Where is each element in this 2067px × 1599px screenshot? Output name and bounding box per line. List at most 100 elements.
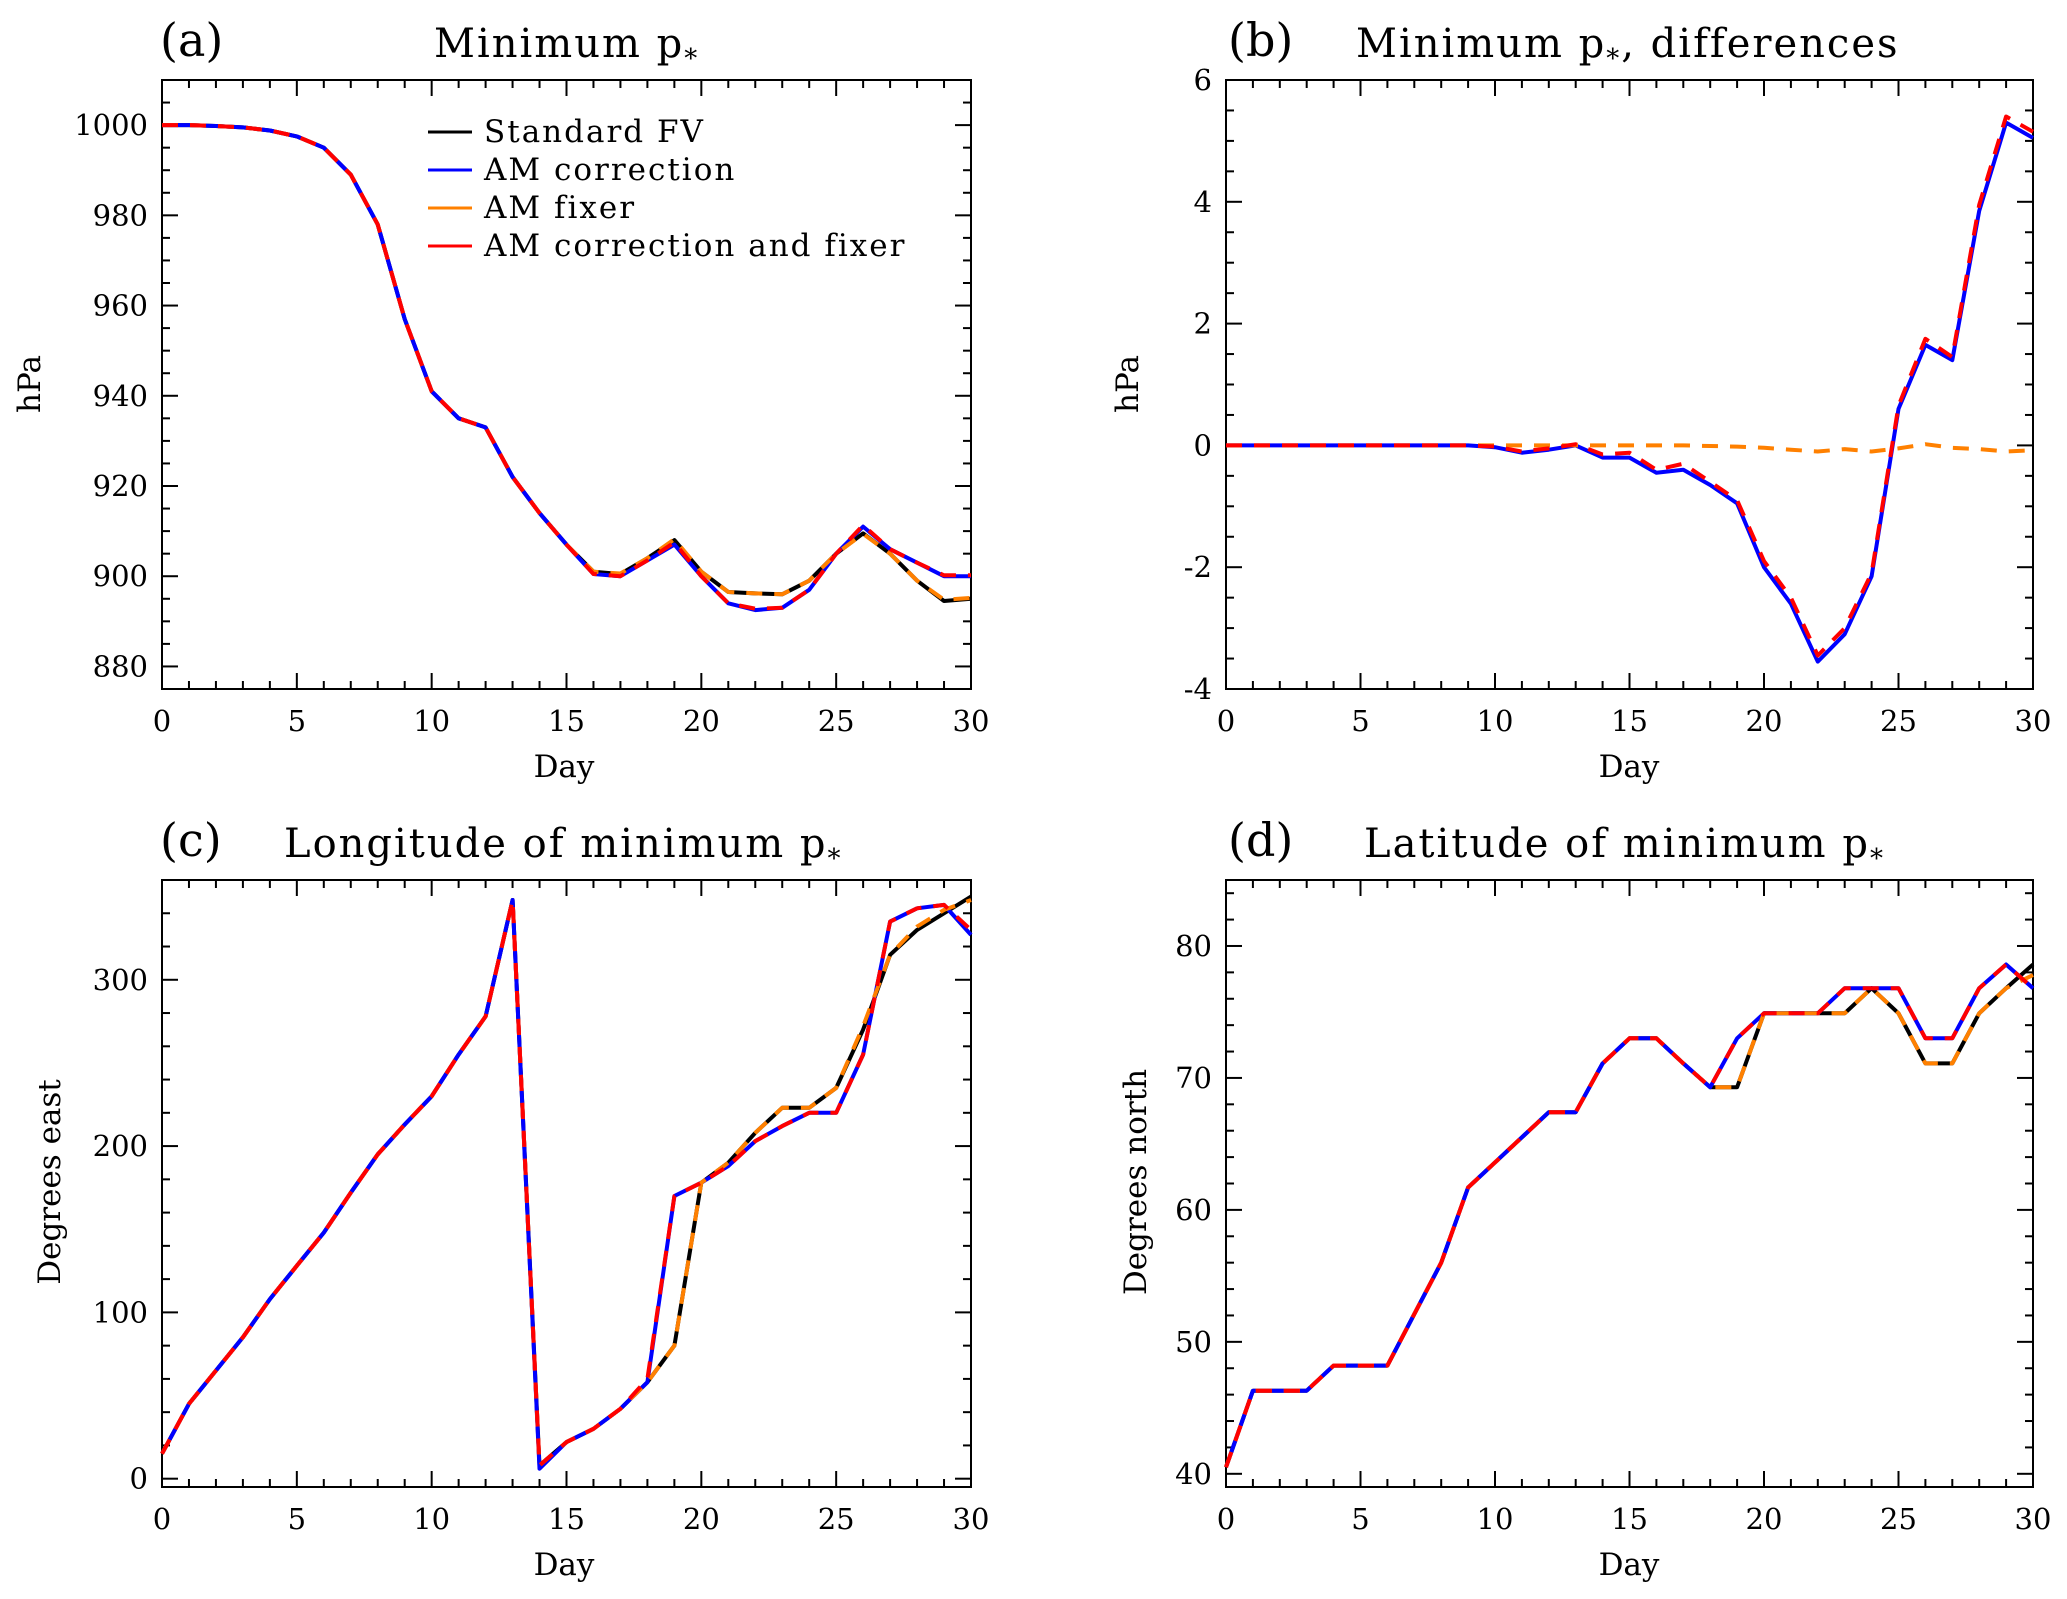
panel-c: (c) Longitude of minimum p* 0 5 10 15 20 25 30… xyxy=(32,813,989,1583)
x-tick-label: 20 xyxy=(683,704,720,738)
panel-b: (b) Minimum p*, differences 0 5 10 15 20 25 30… xyxy=(1110,13,2051,785)
y-tick-label: 0 xyxy=(130,1462,148,1496)
y-axis-label: hPa xyxy=(1110,355,1146,413)
y-axis-label: Degrees north xyxy=(1118,1069,1154,1295)
tick-marks xyxy=(1225,79,2034,690)
y-tick-label: 4 xyxy=(1194,185,1212,219)
x-tick-label: 10 xyxy=(413,1502,450,1536)
x-tick-label: 5 xyxy=(1351,704,1369,738)
x-tick-label: 5 xyxy=(1351,1502,1369,1536)
x-axis-label: Day xyxy=(1599,1547,1660,1583)
tick-labels: 0 5 10 15 20 25 30 880 900 920 940 960 980 1000 xyxy=(74,108,989,738)
series-line-am-correction xyxy=(160,898,973,1471)
x-tick-label: 0 xyxy=(1217,704,1235,738)
x-tick-label: 15 xyxy=(548,704,585,738)
x-tick-label: 0 xyxy=(1217,1502,1235,1536)
y-tick-label: 40 xyxy=(1175,1457,1212,1491)
y-tick-label: 1000 xyxy=(74,108,148,142)
y-axis-label: Degrees east xyxy=(32,1079,68,1285)
x-tick-label: 5 xyxy=(288,1502,306,1536)
series-line-am-correction-and-fixer xyxy=(1226,114,2034,658)
x-tick-label: 10 xyxy=(1477,704,1514,738)
series-line-am-correction xyxy=(1226,120,2034,664)
chart-title: Longitude of minimum p* xyxy=(284,821,842,874)
x-tick-label: 20 xyxy=(1746,1502,1783,1536)
series-line-am-correction-and-fixer xyxy=(162,123,971,611)
panel-d: (d) Latitude of minimum p* 0 5 10 15 20 25 30 4… xyxy=(1118,813,2051,1583)
series-line-standard-fv xyxy=(160,894,973,1468)
x-tick-label: 20 xyxy=(1746,704,1783,738)
series-lines xyxy=(1224,962,2035,1468)
x-tick-label: 15 xyxy=(1611,1502,1648,1536)
x-tick-label: 25 xyxy=(1880,704,1917,738)
y-tick-label: 70 xyxy=(1175,1061,1212,1095)
x-axis-label: Day xyxy=(534,1547,595,1583)
y-tick-label: -2 xyxy=(1184,550,1212,584)
panel-a: (a) Minimum p* 0 5 10 15 20 25 30 880 900 920 940 9… xyxy=(12,13,989,785)
y-tick-label: 940 xyxy=(93,379,148,413)
y-tick-label: 900 xyxy=(93,559,148,593)
chart-title: Minimum p* xyxy=(434,21,699,74)
chart-title: Minimum p*, differences xyxy=(1356,21,1900,74)
panel-label: (d) xyxy=(1228,813,1293,867)
series-line-am-fixer xyxy=(160,898,972,1468)
x-tick-label: 25 xyxy=(818,704,855,738)
x-tick-label: 0 xyxy=(153,1502,171,1536)
y-axis-label: hPa xyxy=(12,355,48,413)
y-tick-label: 0 xyxy=(1194,428,1212,462)
chart-title: Latitude of minimum p* xyxy=(1364,821,1885,874)
tick-labels: 0 5 10 15 20 25 30 40 50 60 70 80 xyxy=(1175,929,2051,1536)
x-tick-label: 30 xyxy=(953,704,990,738)
y-tick-label: 100 xyxy=(93,1295,148,1329)
y-tick-label: 880 xyxy=(93,649,148,683)
series-line-am-correction-and-fixer xyxy=(160,898,973,1468)
tick-labels: 0 5 10 15 20 25 30 -4 -2 0 2 4 6 xyxy=(1184,63,2052,738)
legend-label: AM correction xyxy=(483,152,736,188)
series-line-am-correction-and-fixer xyxy=(1224,962,2035,1468)
y-tick-label: 960 xyxy=(93,289,148,323)
plot-frame xyxy=(1225,79,2034,690)
tick-marks xyxy=(161,879,972,1487)
x-tick-label: 30 xyxy=(953,1502,990,1536)
x-tick-label: 5 xyxy=(288,704,306,738)
x-tick-label: 15 xyxy=(1611,704,1648,738)
y-tick-label: 50 xyxy=(1175,1325,1212,1359)
plot-frame xyxy=(161,879,972,1488)
x-tick-label: 30 xyxy=(2015,1502,2052,1536)
x-tick-label: 25 xyxy=(818,1502,855,1536)
series-lines xyxy=(162,123,972,613)
x-tick-label: 25 xyxy=(1880,1502,1917,1536)
legend-label: AM fixer xyxy=(483,190,636,226)
y-tick-label: 60 xyxy=(1175,1193,1212,1227)
x-tick-label: 30 xyxy=(2015,704,2052,738)
legend-label: Standard FV xyxy=(484,114,705,150)
x-tick-label: 20 xyxy=(683,1502,720,1536)
series-lines xyxy=(160,894,973,1471)
panel-label: (a) xyxy=(160,13,223,67)
x-tick-label: 15 xyxy=(548,1502,585,1536)
legend-label: AM correction and fixer xyxy=(483,228,906,264)
x-axis-label: Day xyxy=(1599,749,1660,785)
x-tick-label: 0 xyxy=(153,704,171,738)
y-tick-label: 2 xyxy=(1194,307,1212,341)
series-line-am-fixer xyxy=(1226,442,2034,454)
y-tick-label: 980 xyxy=(93,198,148,232)
series-line-am-fixer xyxy=(1224,973,2034,1468)
y-tick-label: 200 xyxy=(93,1129,148,1163)
tick-marks xyxy=(1225,880,2034,1487)
y-tick-label: 300 xyxy=(93,963,148,997)
panel-label: (c) xyxy=(160,813,222,867)
y-tick-label: -4 xyxy=(1184,672,1212,706)
panel-label: (b) xyxy=(1228,13,1293,67)
y-tick-label: 6 xyxy=(1194,63,1212,97)
y-tick-label: 80 xyxy=(1175,929,1212,963)
x-axis-label: Day xyxy=(534,749,595,785)
plot-frame xyxy=(1225,879,2034,1488)
series-lines xyxy=(1226,114,2034,664)
x-tick-label: 10 xyxy=(1477,1502,1514,1536)
x-tick-label: 10 xyxy=(413,704,450,738)
y-tick-label: 920 xyxy=(93,469,148,503)
